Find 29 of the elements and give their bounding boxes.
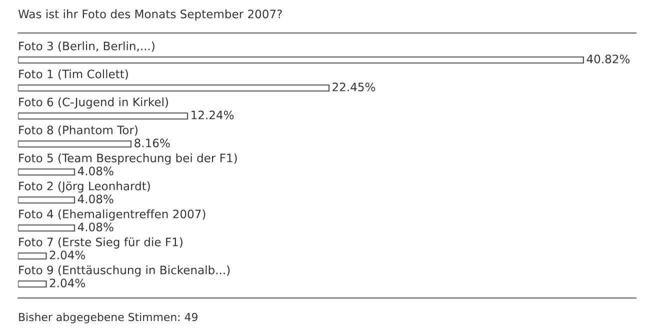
y-tick-label: Foto 2 (Jörg Leonhardt) (19, 181, 150, 193)
bar (18, 280, 47, 288)
bar (18, 224, 76, 232)
data-label: 4.08% (78, 222, 114, 232)
data-label: 4.08% (78, 194, 114, 204)
data-label: 40.82% (586, 54, 630, 64)
y-tick-label: Foto 9 (Enttäuschung in Bickenalb...) (19, 265, 230, 277)
chart-title: Was ist ihr Foto des Monats September 2007? (18, 9, 282, 21)
text: Bisher abgegebene Stimmen: 49 (19, 312, 198, 324)
y-tick-label: Foto 4 (Ehemaligentreffen 2007) (19, 209, 206, 221)
bar (18, 84, 330, 92)
bar (18, 112, 188, 120)
bar (18, 196, 76, 204)
y-tick-label: Foto 8 (Phantom Tor) (19, 125, 138, 136)
bar (18, 140, 132, 148)
data-label: 4.08% (78, 166, 114, 176)
y-tick-label: Foto 3 (Berlin, Berlin,...) (19, 41, 154, 52)
y-tick-label: Foto 7 (Erste Sieg für die F1) (19, 237, 182, 249)
bar (18, 56, 584, 64)
data-label: 2.04% (50, 278, 86, 288)
bar (18, 252, 47, 260)
y-tick-label: Foto 6 (C-Jugend in Kirkel) (19, 97, 168, 109)
data-label: 2.04% (50, 250, 86, 260)
y-tick-label: Foto 5 (Team Besprechung bei der F1) (19, 153, 237, 165)
data-label: 22.45% (332, 82, 376, 92)
bar (18, 168, 76, 176)
data-label: 12.24% (192, 110, 234, 120)
y-tick-label: Foto 1 (Tim Collett) (19, 69, 128, 80)
data-label: 8.16% (134, 138, 170, 148)
